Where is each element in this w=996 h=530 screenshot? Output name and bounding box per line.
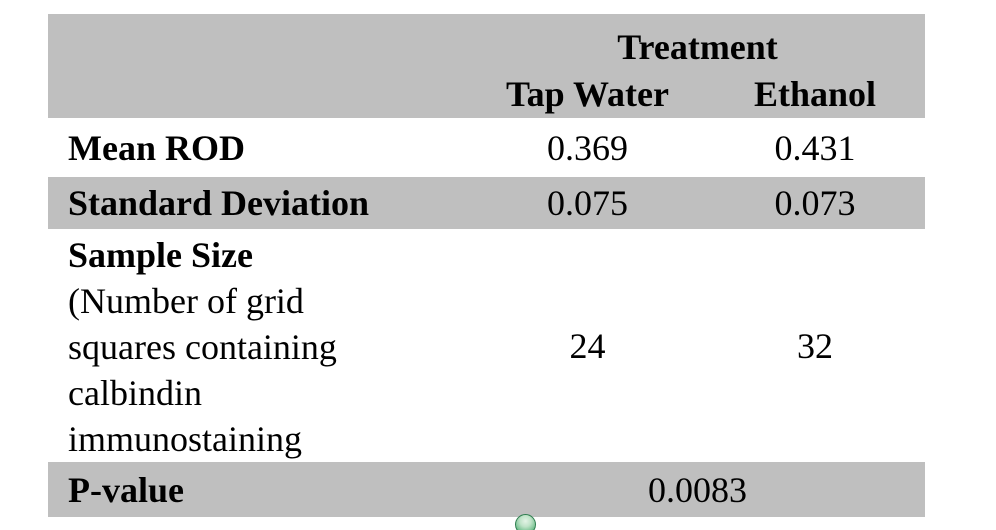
header-group-row: Treatment bbox=[48, 24, 925, 70]
sample-size-tap-water-value: 24 bbox=[569, 325, 606, 366]
sd-ethanol-value: 0.073 bbox=[774, 183, 856, 223]
table-header: Treatment Tap Water Ethanol bbox=[48, 14, 925, 118]
mean-rod-tap-water-value: 0.369 bbox=[547, 127, 628, 168]
row-label-standard-deviation: Standard Deviation bbox=[68, 183, 370, 223]
sample-size-title: Sample Size bbox=[68, 235, 253, 275]
column-header-ethanol: Ethanol bbox=[753, 74, 877, 114]
row-label-p-value: P-value bbox=[68, 469, 184, 510]
sd-tap-water-value: 0.075 bbox=[547, 183, 628, 223]
table-row: Sample Size (Number of grid squares cont… bbox=[48, 229, 925, 462]
table-row: P-value 0.0083 bbox=[48, 462, 925, 517]
header-spacer bbox=[48, 70, 470, 118]
row-label-sample-size: Sample Size (Number of grid squares cont… bbox=[48, 229, 470, 462]
treatment-stats-table: Treatment Tap Water Ethanol Mean ROD 0.3… bbox=[48, 14, 925, 517]
sample-size-description: (Number of grid squares containing calbi… bbox=[68, 281, 337, 459]
green-sphere-icon bbox=[515, 514, 536, 530]
mean-rod-ethanol-value: 0.431 bbox=[774, 127, 856, 168]
table-row: Mean ROD 0.369 0.431 bbox=[48, 118, 925, 177]
header-columns-row: Tap Water Ethanol bbox=[48, 70, 925, 118]
p-value-merged-value: 0.0083 bbox=[648, 469, 747, 510]
sample-size-ethanol-value: 32 bbox=[797, 325, 833, 366]
column-header-tap-water: Tap Water bbox=[505, 74, 670, 114]
table-row: Standard Deviation 0.075 0.073 bbox=[48, 177, 925, 229]
row-label-mean-rod: Mean ROD bbox=[68, 127, 245, 168]
header-spacer bbox=[48, 24, 470, 70]
column-group-label: Treatment bbox=[617, 27, 778, 67]
